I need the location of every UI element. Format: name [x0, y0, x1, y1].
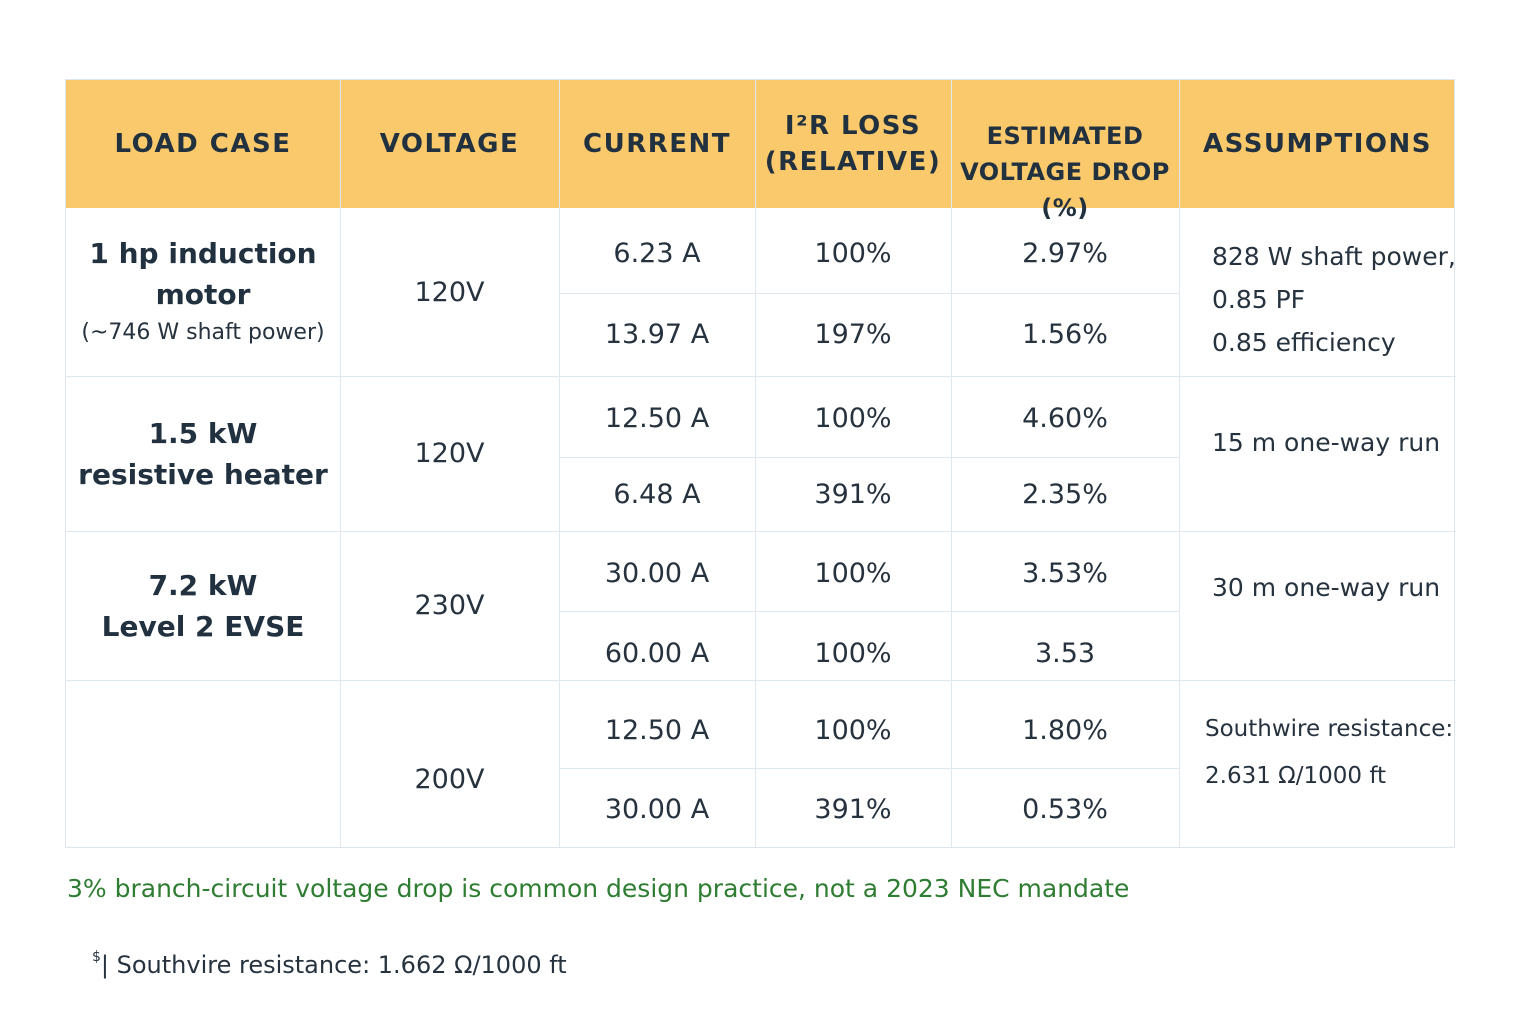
footnote-text: | Southvire resistance: 1.662 Ω/1000 ft	[100, 951, 567, 979]
current-cell: 6.48 A	[613, 478, 701, 510]
loss-cell: 100%	[814, 403, 892, 434]
voltage-cell: 200V	[414, 763, 485, 795]
assumptions-cell: 828 W shaft power, 0.85 PF 0.85 efficien…	[1212, 242, 1456, 357]
footnote: $| Southvire resistance: 1.662 Ω/1000 ft	[92, 949, 567, 979]
subrow-divider	[559, 457, 1179, 458]
loss-cell: 100%	[814, 637, 892, 669]
subrow-divider	[559, 293, 1179, 294]
voltage-cell: 120V	[414, 438, 485, 469]
drop-cell: 1.80%	[1022, 714, 1108, 746]
subrow-divider	[559, 611, 1179, 612]
load-case-cell: 1 hp induction motor (~746 W shaft power…	[66, 208, 340, 376]
header-load-case: LOAD CASE	[114, 129, 292, 159]
row-divider	[66, 531, 1456, 532]
drop-cell: 3.53%	[1022, 557, 1108, 589]
loss-cell: 197%	[814, 319, 892, 350]
subrow-divider	[559, 768, 1179, 769]
loss-cell: 100%	[814, 557, 892, 589]
drop-cell: 1.56%	[1022, 319, 1108, 350]
load-case-cell	[66, 680, 340, 849]
column-divider	[559, 80, 560, 847]
row-divider	[66, 376, 1456, 377]
table-header-row	[66, 80, 1454, 208]
column-divider	[1179, 80, 1180, 847]
current-cell: 12.50 A	[604, 403, 710, 434]
header-current: CURRENT	[583, 129, 731, 159]
load-case-name: 1.5 kW resistive heater	[78, 416, 328, 491]
drop-cell: 0.53%	[1022, 793, 1108, 825]
column-divider	[951, 80, 952, 847]
column-divider	[340, 80, 341, 847]
voltage-cell: 120V	[414, 276, 485, 308]
current-cell: 12.50 A	[604, 714, 710, 746]
drop-cell: 3.53	[1034, 637, 1096, 669]
current-cell: 6.23 A	[613, 238, 701, 269]
assumptions-cell: 15 m one-way run	[1212, 428, 1441, 457]
loss-cell: 391%	[814, 793, 892, 825]
voltage-drop-table: LOAD CASE VOLTAGE CURRENT I²R LOSS (RELA…	[65, 79, 1456, 849]
column-divider	[755, 80, 756, 847]
loss-cell: 100%	[814, 714, 892, 746]
load-case-cell: 1.5 kW resistive heater	[66, 376, 340, 531]
assumptions-cell: 30 m one-way run	[1212, 573, 1441, 602]
load-case-name: 7.2 kW Level 2 EVSE	[101, 568, 305, 643]
assumptions-cell: Southwire resistance: 2.631 Ω/1000 ft	[1205, 716, 1454, 789]
loss-cell: 391%	[814, 478, 892, 510]
load-case-detail: (~746 W shaft power)	[81, 320, 325, 345]
load-case-name: 1 hp induction motor	[89, 237, 317, 311]
drop-cell: 2.35%	[1022, 478, 1108, 510]
row-divider	[66, 680, 1456, 681]
design-practice-note: 3% branch-circuit voltage drop is common…	[67, 874, 1130, 903]
drop-cell: 2.97%	[1022, 238, 1108, 269]
current-cell: 13.97 A	[604, 319, 710, 350]
header-loss: I²R LOSS (RELATIVE)	[764, 111, 942, 177]
footnote-marker: $	[92, 949, 101, 965]
current-cell: 60.00 A	[604, 637, 710, 669]
load-case-cell: 7.2 kW Level 2 EVSE	[66, 531, 340, 680]
drop-cell: 4.60%	[1022, 403, 1108, 434]
header-voltage: VOLTAGE	[379, 129, 520, 159]
current-cell: 30.00 A	[604, 557, 710, 589]
loss-cell: 100%	[814, 238, 892, 269]
header-voltage-drop: ESTIMATED VOLTAGE DROP (%)	[960, 122, 1170, 222]
current-cell: 30.00 A	[604, 793, 710, 825]
header-assumptions: ASSUMPTIONS	[1203, 129, 1432, 159]
voltage-cell: 230V	[414, 590, 485, 621]
